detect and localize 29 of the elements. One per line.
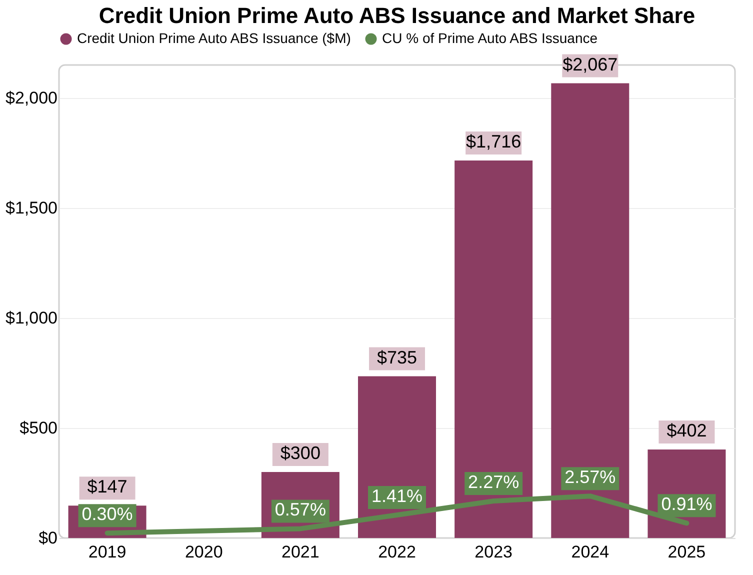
x-tick-label: 2019 [88,542,126,562]
data-label: $2,067 [562,54,618,74]
legend-label: CU % of Prime Auto ABS Issuance [382,30,598,46]
y-tick-label: $1,500 [6,198,58,218]
x-tick-label: 2020 [184,542,223,562]
data-label: 0.30% [82,504,133,524]
data-label: $402 [666,420,707,441]
y-tick-label: $2,000 [6,88,58,108]
x-tick-label: 2023 [474,542,512,562]
x-tick-label: 2022 [378,542,416,562]
data-label: 2.27% [468,472,520,492]
x-tick-label: 2024 [571,542,610,562]
y-tick-label: $1,000 [6,308,58,328]
x-tick-label: 2025 [668,542,706,562]
data-label: $147 [87,476,128,497]
data-label: 1.41% [371,486,423,506]
legend-label: Credit Union Prime Auto ABS Issuance ($M) [77,30,351,46]
data-label: 0.57% [274,500,326,520]
y-tick-label: $500 [20,418,58,438]
chart-title: Credit Union Prime Auto ABS Issuance and Market Share [98,3,696,28]
data-label: 2.57% [564,467,616,488]
x-tick-label: 2021 [282,542,320,562]
data-label: $300 [280,443,320,463]
data-label: $735 [376,347,418,368]
bar [454,160,533,538]
data-label: 0.91% [661,494,712,514]
y-tick-label: $0 [38,528,58,548]
data-label: $1,716 [466,131,522,152]
bar [551,83,630,538]
